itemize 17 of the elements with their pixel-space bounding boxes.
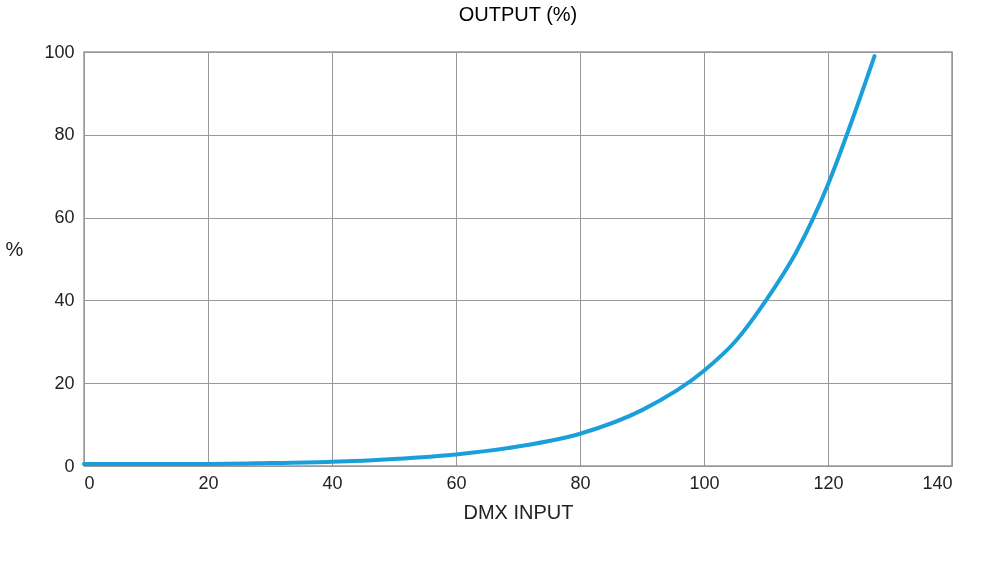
- x-tick-label: 60: [446, 472, 467, 493]
- x-tick-label: 120: [813, 472, 844, 493]
- x-tick-label: 80: [570, 472, 591, 493]
- y-tick-label: 0: [64, 455, 75, 476]
- y-axis-title: %: [5, 237, 24, 260]
- y-tick-label: 40: [54, 289, 75, 310]
- x-tick-label: 20: [198, 472, 219, 493]
- y-tick-label: 20: [54, 372, 75, 393]
- x-tick-label: 0: [84, 472, 95, 493]
- x-axis-title: DMX INPUT: [463, 500, 574, 523]
- x-tick-label: 40: [322, 472, 343, 493]
- y-tick-label: 60: [54, 207, 75, 228]
- x-tick-label: 140: [922, 472, 953, 493]
- x-tick-label: 100: [689, 472, 720, 493]
- y-tick-label: 80: [54, 124, 75, 145]
- y-tick-label: 100: [44, 41, 75, 62]
- chart-title: OUTPUT (%): [458, 3, 578, 25]
